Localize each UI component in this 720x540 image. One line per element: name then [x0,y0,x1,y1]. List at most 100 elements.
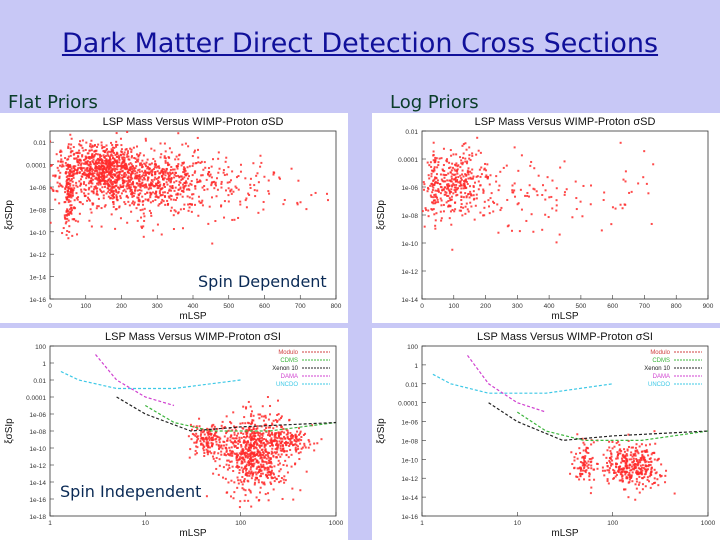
data-point [443,176,446,179]
data-point [246,430,249,433]
data-point [120,192,123,195]
data-point [152,168,155,171]
data-point [300,447,303,450]
data-point [126,221,129,224]
data-point [238,440,241,443]
data-point [262,419,265,422]
data-point [526,194,529,197]
data-point [169,185,172,188]
data-point [89,168,92,171]
data-point [466,182,469,185]
data-point [145,161,148,164]
data-point [70,143,73,146]
data-point [182,190,185,193]
data-point [443,174,446,177]
legend-entry: DAMA [653,374,670,380]
data-point [220,186,223,189]
data-point [179,175,182,178]
data-point [237,216,240,219]
data-point [94,160,97,163]
data-point [178,176,181,179]
data-point [65,214,68,217]
data-point [289,435,292,438]
data-point [235,176,238,179]
x-tick-label: 100 [235,520,246,527]
data-point [628,475,631,478]
data-point [114,167,117,170]
chart-title: LSP Mass Versus WIMP-Proton σSI [477,331,653,343]
data-point [214,181,217,184]
data-point [214,460,217,463]
data-point [146,165,149,168]
data-point [92,158,95,161]
data-point [622,453,625,456]
data-point [103,156,106,159]
data-point [109,197,112,200]
data-point [79,163,82,166]
data-point [67,212,70,215]
data-point [86,167,89,170]
data-point [148,172,151,175]
data-point [252,471,255,474]
data-point [248,474,251,477]
data-point [261,481,264,484]
data-point [203,433,206,436]
data-point [467,193,470,196]
data-point [66,158,69,161]
data-point [184,181,187,184]
data-point [422,181,425,184]
data-point [283,198,286,201]
data-point [139,185,142,188]
data-point [581,464,584,467]
data-point [576,433,579,436]
data-point [573,459,576,462]
data-point [619,203,622,206]
y-tick-label: 1e-10 [401,241,418,248]
data-point [155,194,158,197]
data-point [196,439,199,442]
data-point [123,188,126,191]
data-point [115,171,118,174]
data-point [154,160,157,163]
data-point [203,188,206,191]
data-point [125,180,128,183]
data-point [159,142,162,145]
data-point [245,469,248,472]
data-point [418,167,420,169]
data-point [165,167,168,170]
data-point [195,452,198,455]
data-point [284,459,287,462]
data-point [133,156,136,159]
data-point [585,469,588,472]
data-point [158,190,161,193]
data-point [631,455,634,458]
data-point [447,194,450,197]
data-point [253,455,256,458]
data-point [77,155,80,158]
data-point [118,205,121,208]
data-point [620,479,623,482]
data-point [102,154,105,157]
data-point [40,196,42,198]
data-point [456,180,459,183]
data-point [131,192,134,195]
data-point [232,411,235,414]
data-point [519,188,522,191]
data-point [635,469,638,472]
data-point [480,173,483,176]
data-point [641,483,644,486]
data-point [88,155,91,158]
data-point [297,447,300,450]
data-point [563,160,566,163]
data-point [451,185,454,188]
data-point [198,179,201,182]
data-point [125,164,128,167]
data-point [163,156,166,159]
data-point [225,454,228,457]
data-point [235,459,238,462]
data-point [575,452,578,455]
data-point [252,428,255,431]
data-point [112,149,115,152]
data-point [262,465,265,468]
data-point [111,197,114,200]
